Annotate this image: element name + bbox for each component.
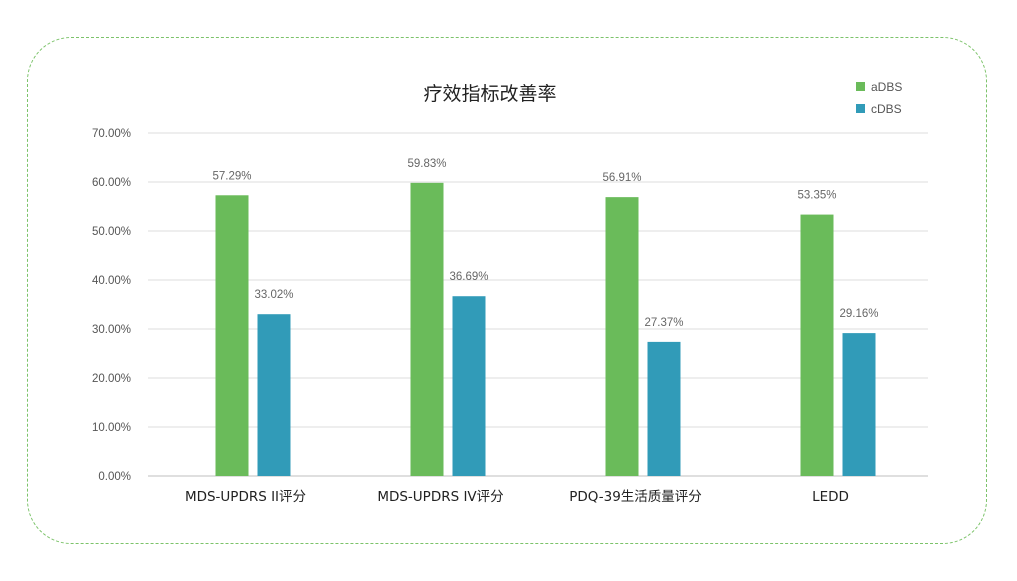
chart-frame [27,37,987,544]
data-label: 29.16% [839,308,878,320]
legend-swatch-cdbs [856,104,865,113]
y-tick-label: 20.00% [92,373,131,385]
legend-label: cDBS [871,102,902,116]
legend-label: aDBS [871,80,902,94]
x-category-label: MDS-UPDRS II评分 [185,489,306,505]
y-tick-label: 10.00% [92,422,131,434]
chart-title: 疗效指标改善率 [423,83,556,105]
data-label: 27.37% [644,317,683,329]
bar-cdbs [257,314,291,476]
y-tick-label: 60.00% [92,177,131,189]
bar-cdbs [647,341,681,476]
data-labels: 57.29% 33.02% 59.83% 36.69% 56.91% 27.37% 53.3… [212,158,878,329]
bar-adbs [800,214,834,476]
x-axis: MDS-UPDRS II评分 MDS-UPDRS IV评分 PDQ-39生活质量评分… [185,489,849,505]
data-label: 57.29% [212,170,251,182]
y-tick-label: 30.00% [92,324,131,336]
y-tick-label: 40.00% [92,275,131,287]
data-label: 59.83% [407,158,446,170]
y-tick-label: 70.00% [92,128,131,140]
legend: aDBS cDBS [856,80,902,116]
y-axis: 0.00% 10.00% 20.00% 30.00% 40.00% 50.00% 60.00… [92,128,131,483]
bars [215,182,876,477]
bar-adbs [605,197,639,477]
data-label: 56.91% [602,172,641,184]
x-category-label: MDS-UPDRS IV评分 [377,489,503,505]
data-label: 33.02% [254,289,293,301]
legend-swatch-adbs [856,82,865,91]
x-category-label: PDQ-39生活质量评分 [569,489,702,505]
bar-cdbs [452,296,486,476]
y-tick-label: 0.00% [98,471,131,483]
x-category-label: LEDD [812,489,849,505]
data-label: 53.35% [797,190,836,202]
bar-cdbs [842,333,876,476]
y-tick-label: 50.00% [92,226,131,238]
bar-adbs [410,182,444,476]
data-label: 36.69% [449,271,488,283]
bar-adbs [215,195,249,477]
